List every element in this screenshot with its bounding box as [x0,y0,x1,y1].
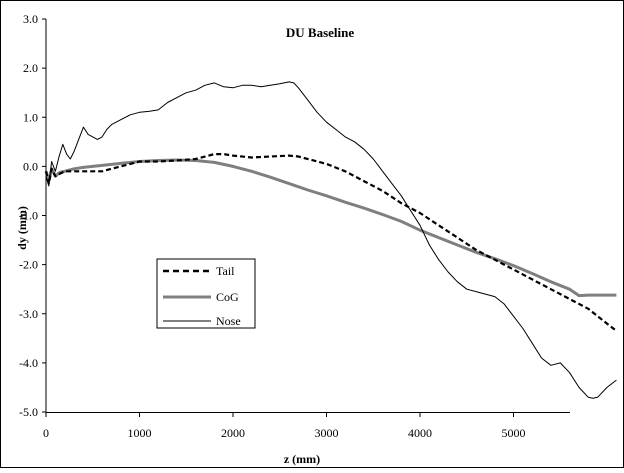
y-tick-label: -5.0 [19,405,38,419]
chart-title: DU Baseline [286,25,354,40]
y-tick-label: 1.0 [23,110,38,124]
y-tick-label: 2.0 [23,61,38,75]
legend: Tail CoG Nose [156,258,256,329]
x-axis-label: z (mm) [284,452,320,466]
series-line-nose [45,81,617,399]
x-tick-label: 2000 [221,426,245,440]
x-tick-label: 5000 [502,426,526,440]
y-ticks: 3.0 2.0 1.0 0.0 -1.0 -2.0 -3.0 -4.0 -5.0 [19,12,46,419]
legend-label-tail: Tail [216,264,235,278]
y-tick-label: 0.0 [23,159,38,173]
y-tick-label: -3.0 [19,307,38,321]
x-tick-label: 1000 [128,426,152,440]
y-axis-label: dy (mm) [15,206,29,250]
y-tick-label: -2.0 [19,258,38,272]
x-tick-label: 4000 [408,426,432,440]
legend-label-cog: CoG [216,290,239,304]
y-tick-label: 3.0 [23,12,38,26]
y-tick-label: -1.0 [19,209,38,223]
series-line-cog [44,158,617,298]
x-tick-label: 0 [43,426,49,440]
series-group [44,81,618,399]
x-ticks: 0 1000 2000 3000 4000 5000 [43,412,526,440]
legend-label-nose: Nose [216,314,241,328]
y-tick-label: -4.0 [19,356,38,370]
x-tick-label: 3000 [315,426,339,440]
